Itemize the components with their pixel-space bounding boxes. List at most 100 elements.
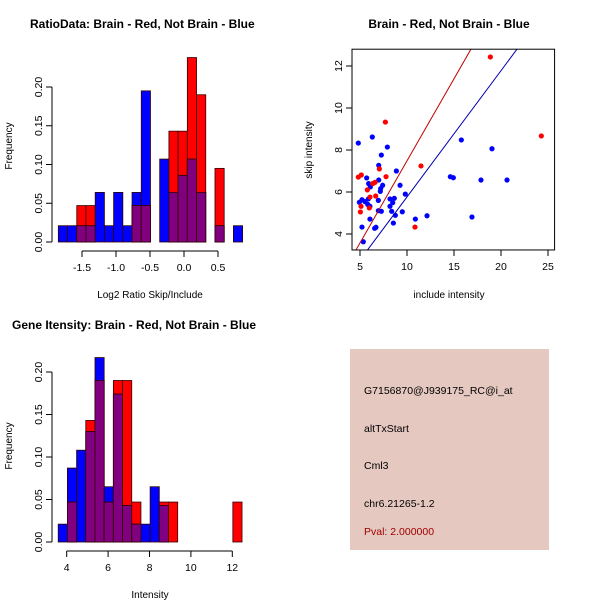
scatter-xlabel: include intensity	[413, 290, 484, 301]
scatter-point-blue	[478, 177, 484, 183]
scatter-point-blue	[369, 134, 375, 140]
scatter-ytick-label: 4	[333, 231, 345, 237]
scatter-point-blue	[393, 168, 399, 174]
ratio-hist-bar-overlap	[196, 191, 207, 243]
scatter-xtick-label: 25	[542, 261, 554, 273]
intensity-hist-bar-overlap	[103, 501, 114, 543]
scatter-point-blue	[397, 182, 403, 188]
scatter-point-red	[412, 224, 418, 230]
intensity-hist-ytick-label: 0.20	[33, 362, 45, 383]
ratio-hist-bar-blue	[122, 225, 133, 243]
scatter-point-red	[383, 174, 389, 180]
ratio-hist-bar-overlap	[168, 191, 179, 243]
intensity-hist-bar-blue	[149, 486, 160, 543]
location: chr6.21265-1.2	[364, 498, 435, 510]
ratio-hist-bar-overlap	[214, 225, 225, 243]
scatter-point-blue	[373, 224, 379, 230]
scatter-point-blue	[399, 209, 405, 215]
scatter-point-blue	[367, 216, 373, 222]
scatter-point-blue	[375, 197, 381, 203]
scatter-xtick-label: 20	[495, 261, 507, 273]
intensity-hist-bar-overlap	[85, 431, 96, 543]
intensity-hist-ylabel: Frequency	[4, 422, 15, 469]
scatter-point-blue	[377, 188, 383, 194]
intensity-hist-xtick-label: 6	[105, 562, 111, 574]
ratio-hist-bar-blue	[233, 225, 244, 243]
scatter-point-red	[372, 179, 378, 185]
scatter-point-blue	[378, 152, 384, 158]
scatter-point-blue	[364, 175, 370, 181]
ratio-hist-ytick-label: 0.00	[33, 232, 45, 253]
ratio-hist-xtick-label: -0.5	[141, 262, 159, 274]
scatter-point-blue	[389, 208, 395, 214]
ratio-hist-xtick-label: 0.5	[211, 262, 226, 274]
intensity-hist-xtick-label: 8	[147, 562, 153, 574]
scatter-point-red	[357, 209, 363, 215]
intensity-hist-bar-overlap	[131, 523, 142, 543]
intensity-hist-bar-overlap	[94, 380, 105, 543]
scatter-point-blue	[412, 216, 418, 222]
intensity-hist-xlabel: Intensity	[131, 590, 168, 600]
intensity-hist-bar-blue	[57, 523, 68, 543]
ratio-hist-bar-overlap	[76, 225, 87, 243]
scatter-point-blue	[458, 137, 464, 143]
scatter-point-blue	[469, 214, 475, 220]
ratio-hist-ytick-label: 0.20	[33, 77, 45, 98]
ratio-hist-ylabel: Frequency	[4, 122, 15, 169]
ratio-hist-ytick-label: 0.05	[33, 193, 45, 214]
scatter-point-red	[358, 172, 364, 178]
intensity-hist-bar-overlap	[67, 501, 77, 543]
ratio-hist-xtick-label: -1.0	[107, 262, 125, 274]
scatter-point-red	[382, 119, 388, 125]
scatter-point-red	[366, 205, 372, 211]
scatter-point-red	[487, 54, 493, 60]
scatter-point-blue	[359, 224, 365, 230]
scatter-point-blue	[390, 220, 396, 226]
scatter-point-blue	[504, 177, 510, 183]
intensity-hist-bar-red	[168, 501, 179, 543]
scatter-point-red	[418, 163, 424, 169]
ratio-hist-xtick-label: -1.5	[73, 262, 91, 274]
scatter-xtick-label: 5	[357, 261, 363, 273]
intensity-hist-bar-blue	[76, 449, 87, 543]
scatter-point-red	[358, 203, 364, 209]
ratio-hist-bar-blue	[159, 158, 170, 243]
ratio-hist-bar-overlap	[186, 158, 197, 243]
ratio-hist-bar-blue	[104, 225, 115, 243]
ratio-hist-bar-blue	[113, 191, 124, 243]
scatter-point-blue	[391, 195, 397, 201]
ratio-hist-bar-blue	[67, 225, 78, 243]
event-type: altTxStart	[364, 423, 409, 435]
gene-name: Cml3	[364, 460, 389, 472]
scatter-point-red	[376, 166, 382, 172]
intensity-hist-bar-overlap	[158, 505, 169, 543]
info-box: G7156870@J939175_RC@i_at altTxStart Cml3…	[350, 349, 549, 550]
scatter-ytick-label: 12	[333, 60, 345, 72]
ratio-hist-bar-overlap	[85, 225, 96, 243]
scatter-point-blue	[424, 213, 430, 219]
intensity-hist-bar-overlap	[112, 393, 123, 543]
intensity-hist-bar-overlap	[122, 505, 133, 543]
scatter-point-blue	[390, 200, 396, 206]
intensity-hist-ytick-label: 0.05	[33, 489, 45, 510]
ratio-hist-ytick-label: 0.10	[33, 154, 45, 175]
ratio-hist-bar-blue	[94, 191, 105, 243]
scatter-point-blue	[360, 239, 366, 245]
scatter-ytick-label: 6	[333, 189, 345, 195]
ratio-hist-xtick-label: 0.0	[177, 262, 192, 274]
intensity-hist-bar-red	[232, 501, 243, 543]
intensity-hist-title: Gene Itensity: Brain - Red, Not Brain - …	[12, 318, 256, 332]
ratio-hist-bar-blue	[57, 225, 68, 243]
scatter-point-red	[367, 194, 373, 200]
scatter-point-blue	[387, 203, 393, 209]
ratio-hist-title: RatioData: Brain - Red, Not Brain - Blue	[30, 17, 255, 31]
intensity-hist-xtick-label: 4	[64, 562, 70, 574]
scatter-point-blue	[450, 175, 456, 181]
scatter-fit-line-red	[355, 49, 472, 250]
intensity-hist-xtick-label: 12	[226, 562, 238, 574]
ratio-hist-bar-overlap	[177, 174, 188, 243]
scatter-xtick-label: 10	[401, 261, 413, 273]
ratio-hist-bar-overlap	[131, 205, 142, 243]
